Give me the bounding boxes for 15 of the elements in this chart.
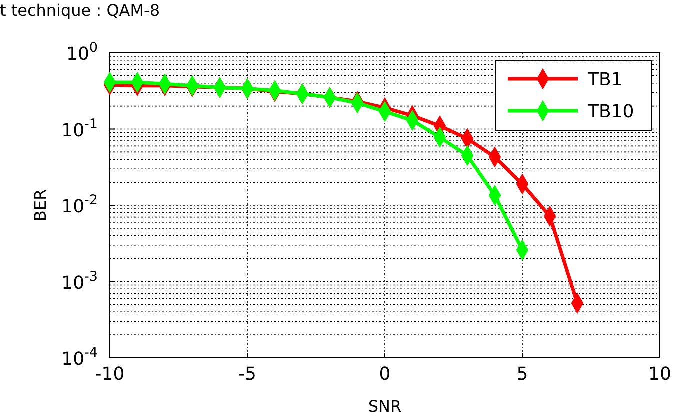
legend-label: TB1 (587, 69, 623, 90)
x-tick-label: 0 (379, 364, 391, 385)
legend-label: TB10 (587, 101, 634, 122)
x-tick-label: -10 (95, 364, 125, 385)
x-tick-label: 5 (516, 364, 528, 385)
y-tick-label: 10$^{0}$ (66, 40, 98, 66)
x-axis-title: SNR (368, 397, 402, 416)
y-tick-label: 10$^{-4}$ (62, 345, 98, 370)
y-tick-label: 10$^{-1}$ (62, 116, 98, 142)
y-tick-label: 10$^{-2}$ (62, 192, 98, 218)
x-tick-label: 10 (648, 364, 672, 385)
chart-title: t technique : QAM-8 (0, 1, 160, 20)
x-tick-label: -5 (238, 364, 256, 385)
y-axis-title: BER (31, 189, 50, 222)
y-tick-label: 10$^{-3}$ (62, 268, 98, 294)
